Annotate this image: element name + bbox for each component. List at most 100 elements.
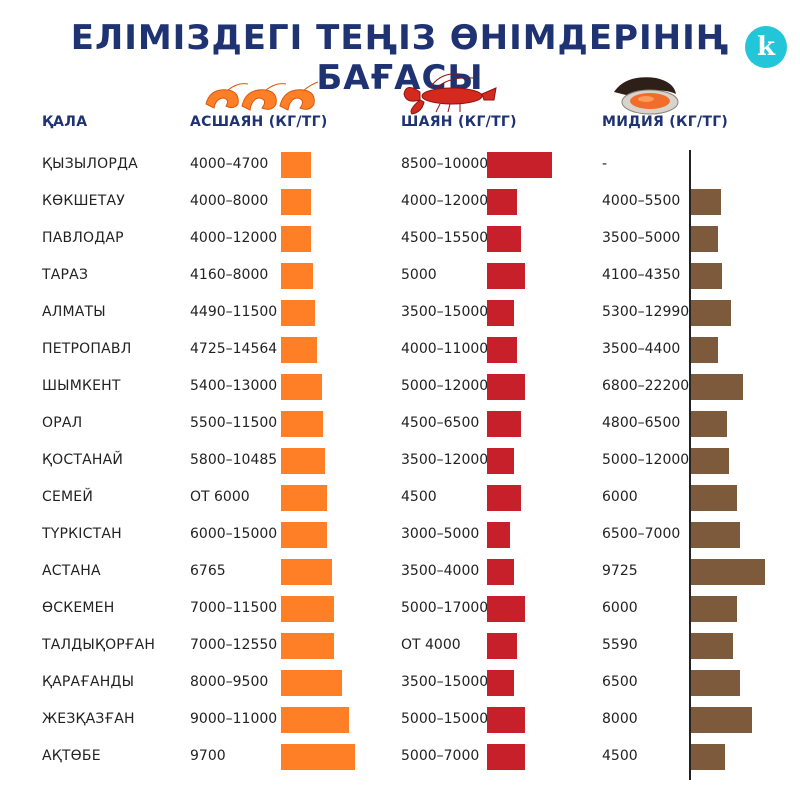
table-row: АЛМАТЫ 4490–11500 3500–15000 5300–12990: [0, 294, 800, 331]
table-row: АСТАНА 6765 3500–4000 9725: [0, 553, 800, 590]
city-label: ҚОСТАНАЙ: [42, 452, 124, 468]
bar: [487, 633, 517, 659]
city-label: СЕМЕЙ: [42, 489, 94, 505]
mussel-axis: [689, 150, 691, 780]
city-label: ЖЕЗҚАЗҒАН: [42, 711, 135, 727]
price-label: 4160–8000: [190, 267, 269, 283]
bar: [691, 374, 743, 400]
price-label: 4100–4350: [602, 267, 681, 283]
bar: [691, 670, 740, 696]
bar: [281, 633, 334, 659]
price-label: ОТ 6000: [190, 489, 250, 505]
price-label: 3500–15000: [401, 304, 489, 320]
bar: [487, 448, 514, 474]
price-label: 4000–12000: [190, 230, 278, 246]
price-label: 5000: [401, 267, 437, 283]
table-row: ОРАЛ 5500–11500 4500–6500 4800–6500: [0, 405, 800, 442]
bar: [281, 152, 311, 178]
bar: [281, 337, 317, 363]
bar: [281, 300, 315, 326]
city-label: ШЫМКЕНТ: [42, 378, 121, 394]
header-city: ҚАЛА: [42, 114, 88, 130]
price-label: 4000–4700: [190, 156, 269, 172]
price-label: 8000: [602, 711, 638, 727]
price-label: 3500–4000: [401, 563, 480, 579]
price-label: 3000–5000: [401, 526, 480, 542]
price-label: 5000–7000: [401, 748, 480, 764]
bar: [691, 596, 737, 622]
city-label: ҚАРАҒАНДЫ: [42, 674, 135, 690]
price-label: 5590: [602, 637, 638, 653]
price-label: 9725: [602, 563, 638, 579]
bar: [281, 744, 355, 770]
price-label: 6800–22200: [602, 378, 690, 394]
bar: [281, 226, 311, 252]
table-row: ПАВЛОДАР 4000–12000 4500–15500 3500–5000: [0, 220, 800, 257]
bar: [691, 744, 725, 770]
table-row: ТҮРКІСТАН 6000–15000 3000–5000 6500–7000: [0, 516, 800, 553]
bar: [281, 670, 342, 696]
price-label: 6000: [602, 600, 638, 616]
price-label: 4725–14564: [190, 341, 278, 357]
table-row: ТАРАЗ 4160–8000 5000 4100–4350: [0, 257, 800, 294]
city-label: ТАЛДЫҚОРҒАН: [42, 637, 156, 653]
bar: [691, 522, 740, 548]
bar: [487, 374, 525, 400]
table-row: ПЕТРОПАВЛ 4725–14564 4000–11000 3500–4400: [0, 331, 800, 368]
price-label: 4490–11500: [190, 304, 278, 320]
bar: [281, 522, 327, 548]
price-label: 4000–11000: [401, 341, 489, 357]
price-label: 5500–11500: [190, 415, 278, 431]
bar: [691, 485, 737, 511]
bar: [691, 448, 729, 474]
price-label: 6500–7000: [602, 526, 681, 542]
table-row: ШЫМКЕНТ 5400–13000 5000–12000 6800–22200: [0, 368, 800, 405]
bar: [691, 411, 727, 437]
price-label: -: [602, 156, 608, 172]
bar: [487, 189, 517, 215]
bar: [487, 596, 525, 622]
bar: [691, 189, 721, 215]
data-rows: ҚЫЗЫЛОРДА 4000–4700 8500–10000 - КӨКШЕТАУ 400…: [0, 146, 800, 775]
price-label: 4500: [401, 489, 437, 505]
city-label: ӨСКЕМЕН: [42, 600, 115, 616]
header-lobster: ШАЯН (КГ/ТГ): [401, 114, 517, 130]
price-label: 6765: [190, 563, 226, 579]
bar: [487, 226, 521, 252]
table-row: ҚЫЗЫЛОРДА 4000–4700 8500–10000 -: [0, 146, 800, 183]
price-label: 5400–13000: [190, 378, 278, 394]
bar: [487, 522, 510, 548]
bar: [691, 337, 718, 363]
price-label: 5000–15000: [401, 711, 489, 727]
price-label: 7000–11500: [190, 600, 278, 616]
price-label: 4000–8000: [190, 193, 269, 209]
price-label: 5800–10485: [190, 452, 278, 468]
bar: [487, 300, 514, 326]
price-label: 9700: [190, 748, 226, 764]
city-label: ТАРАЗ: [42, 267, 89, 283]
shrimp-icon: [205, 81, 319, 111]
bar: [691, 559, 765, 585]
city-label: КӨКШЕТАУ: [42, 193, 125, 209]
city-label: ТҮРКІСТАН: [42, 526, 122, 542]
price-label: 8500–10000: [401, 156, 489, 172]
table-row: КӨКШЕТАУ 4000–8000 4000–12000 4000–5500: [0, 183, 800, 220]
bar: [487, 707, 525, 733]
price-label: 3500–15000: [401, 674, 489, 690]
table-row: СЕМЕЙ ОТ 6000 4500 6000: [0, 479, 800, 516]
bar: [487, 152, 552, 178]
price-label: 3500–4400: [602, 341, 681, 357]
price-label: 9000–11000: [190, 711, 278, 727]
city-label: АҚТӨБЕ: [42, 748, 101, 764]
bar: [487, 263, 525, 289]
bar: [281, 596, 334, 622]
bar: [281, 189, 311, 215]
table-row: ҚОСТАНАЙ 5800–10485 3500–12000 5000–12000: [0, 442, 800, 479]
price-label: 5300–12990: [602, 304, 690, 320]
bar: [281, 374, 322, 400]
header-shrimp: АСШАЯН (КГ/ТГ): [190, 114, 328, 130]
price-label: 6000–15000: [190, 526, 278, 542]
city-label: ПАВЛОДАР: [42, 230, 124, 246]
bar: [281, 707, 349, 733]
bar: [487, 485, 521, 511]
